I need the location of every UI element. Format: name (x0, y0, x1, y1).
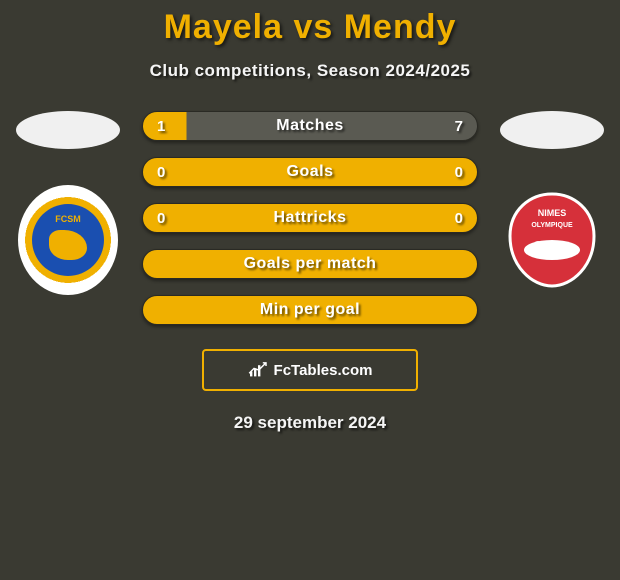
stats-column: 1Matches70Goals00Hattricks0Goals per mat… (128, 111, 492, 325)
stat-label: Goals (143, 163, 477, 181)
stat-right-value: 0 (455, 210, 463, 227)
stat-label: Hattricks (143, 209, 477, 227)
svg-text:OLYMPIQUE: OLYMPIQUE (531, 222, 573, 229)
stat-label: Matches (143, 117, 477, 135)
lion-icon (49, 230, 87, 260)
date-text: 29 september 2024 (0, 413, 620, 433)
stat-label: Min per goal (143, 301, 477, 319)
stat-right-value: 0 (455, 164, 463, 181)
stat-bar-hattricks: 0Hattricks0 (142, 203, 478, 233)
stat-left-value: 1 (157, 118, 165, 135)
club-badge-left-inner: FCSM (32, 204, 104, 276)
stat-bar-goals: 0Goals0 (142, 157, 478, 187)
main-row: FCSM 1Matches70Goals00Hattricks0Goals pe… (0, 111, 620, 325)
club-badge-right-svg: NIMES OLYMPIQUE (502, 190, 602, 290)
brand-box[interactable]: FcTables.com (202, 349, 418, 391)
stat-label: Goals per match (143, 255, 477, 273)
stat-left-value: 0 (157, 164, 165, 181)
right-side: NIMES OLYMPIQUE (492, 111, 612, 295)
chart-icon (248, 362, 268, 378)
svg-text:NIMES: NIMES (538, 208, 567, 218)
brand-text: FcTables.com (274, 362, 373, 379)
club-badge-left: FCSM (18, 185, 118, 295)
stat-bar-min-per-goal: Min per goal (142, 295, 478, 325)
stat-bar-matches: 1Matches7 (142, 111, 478, 141)
page-title: Mayela vs Mendy (0, 8, 620, 47)
stat-right-value: 7 (455, 118, 463, 135)
stat-bar-goals-per-match: Goals per match (142, 249, 478, 279)
stat-left-value: 0 (157, 210, 165, 227)
comparison-widget: Mayela vs Mendy Club competitions, Seaso… (0, 0, 620, 433)
player-left-avatar (16, 111, 120, 149)
player-right-avatar (500, 111, 604, 149)
club-badge-left-text: FCSM (55, 214, 81, 224)
club-badge-right: NIMES OLYMPIQUE (502, 185, 602, 295)
subtitle: Club competitions, Season 2024/2025 (0, 61, 620, 81)
left-side: FCSM (8, 111, 128, 295)
